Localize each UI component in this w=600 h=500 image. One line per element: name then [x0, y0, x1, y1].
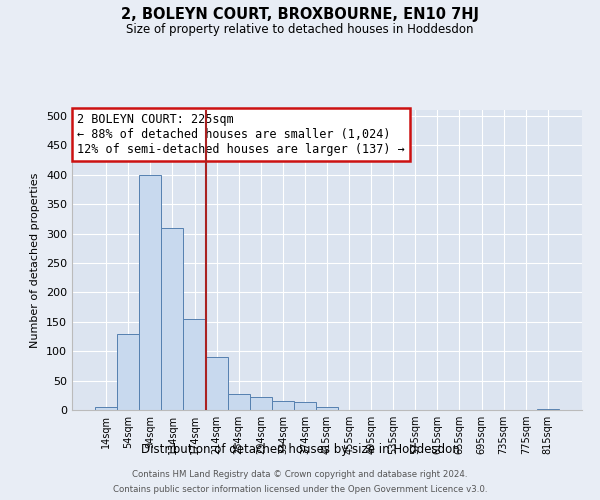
Bar — [316, 407, 338, 410]
Bar — [272, 401, 294, 410]
Bar — [206, 357, 227, 410]
Bar — [139, 174, 161, 410]
Text: Size of property relative to detached houses in Hoddesdon: Size of property relative to detached ho… — [126, 22, 474, 36]
Text: Distribution of detached houses by size in Hoddesdon: Distribution of detached houses by size … — [140, 442, 460, 456]
Text: 2, BOLEYN COURT, BROXBOURNE, EN10 7HJ: 2, BOLEYN COURT, BROXBOURNE, EN10 7HJ — [121, 8, 479, 22]
Bar — [161, 228, 184, 410]
Bar — [250, 397, 272, 410]
Text: Contains public sector information licensed under the Open Government Licence v3: Contains public sector information licen… — [113, 485, 487, 494]
Y-axis label: Number of detached properties: Number of detached properties — [31, 172, 40, 348]
Bar — [117, 334, 139, 410]
Bar — [294, 402, 316, 410]
Bar — [537, 409, 559, 410]
Bar — [184, 319, 206, 410]
Bar — [227, 394, 250, 410]
Bar — [95, 407, 117, 410]
Text: Contains HM Land Registry data © Crown copyright and database right 2024.: Contains HM Land Registry data © Crown c… — [132, 470, 468, 479]
Text: 2 BOLEYN COURT: 225sqm
← 88% of detached houses are smaller (1,024)
12% of semi-: 2 BOLEYN COURT: 225sqm ← 88% of detached… — [77, 113, 405, 156]
